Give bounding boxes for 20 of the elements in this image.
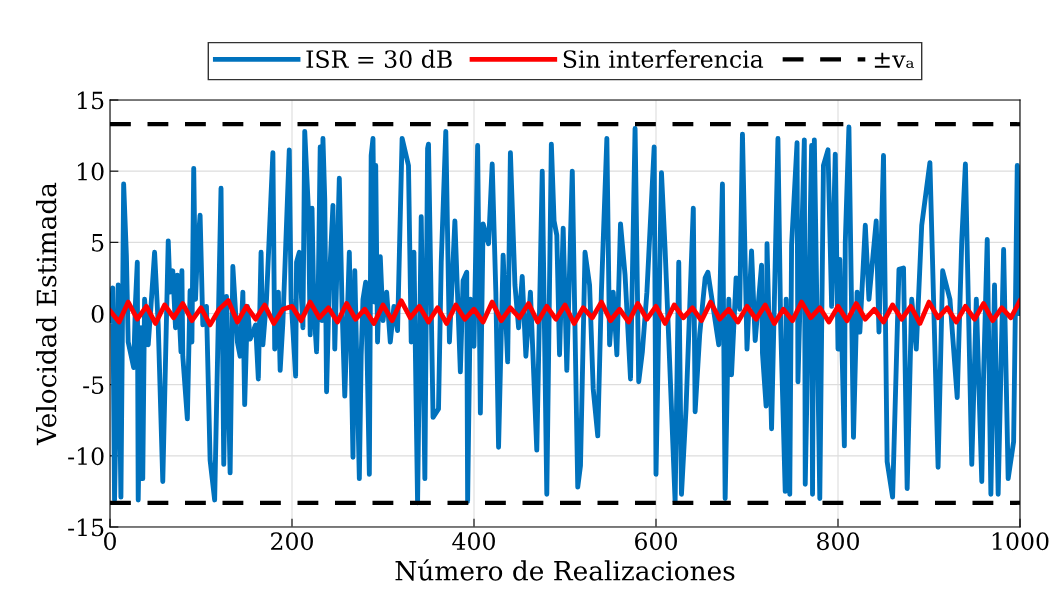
y-tick-label: -15 — [68, 518, 104, 537]
y-tick-label: -10 — [68, 447, 104, 466]
x-tick-label: 600 — [635, 532, 677, 551]
x-axis-title: Número de Realizaciones — [395, 559, 735, 581]
y-axis-title: Velocidad Estimada — [36, 182, 57, 446]
x-tick-label: 400 — [452, 532, 495, 551]
legend-label: ISR = 30 dB — [306, 49, 452, 68]
y-tick-label: -5 — [83, 376, 104, 394]
y-tick-label: 10 — [77, 162, 104, 181]
x-tick-label: 200 — [271, 532, 313, 551]
x-tick-label: 800 — [817, 532, 859, 551]
legend-label: Sin interferencia — [563, 49, 764, 68]
x-tick-label: 0 — [104, 532, 116, 551]
line-series — [110, 124, 1020, 506]
y-tick-label: 0 — [91, 304, 104, 323]
x-tick-label: 1000 — [992, 532, 1049, 551]
legend-label: ±vₐ — [874, 52, 914, 68]
line-series — [110, 298, 1020, 328]
y-tick-label: 15 — [77, 91, 104, 110]
y-tick-label: 5 — [92, 234, 104, 252]
